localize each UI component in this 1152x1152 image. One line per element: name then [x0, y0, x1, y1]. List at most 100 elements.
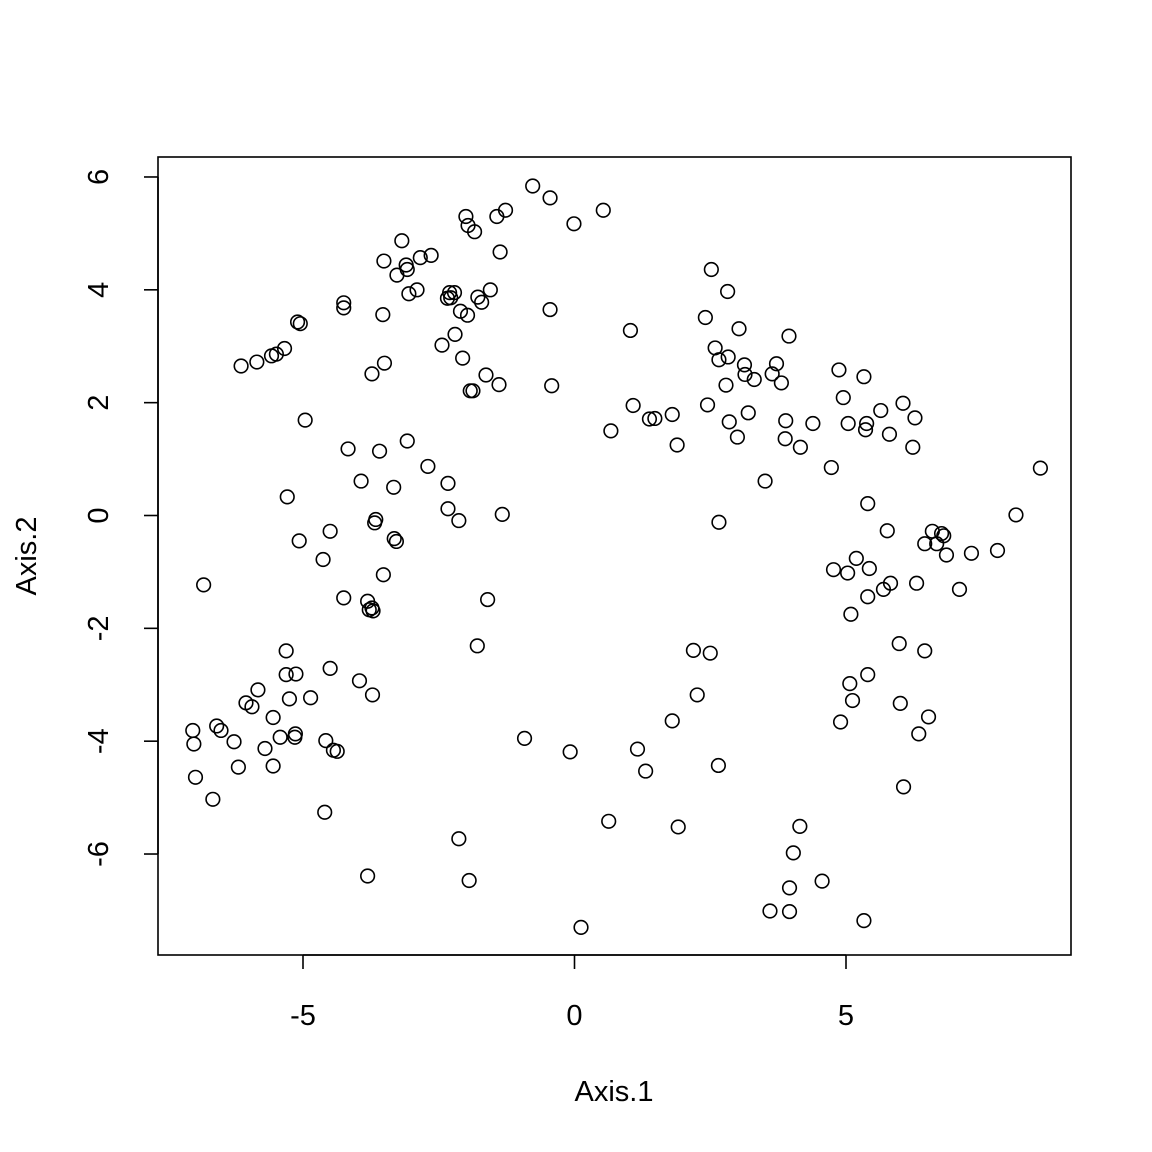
data-point — [364, 687, 381, 703]
data-point — [469, 638, 485, 654]
data-point — [297, 412, 313, 428]
data-point — [762, 903, 778, 919]
data-point — [525, 178, 541, 194]
data-point — [542, 301, 558, 318]
data-point — [669, 437, 685, 453]
data-point — [317, 804, 333, 820]
data-point — [480, 591, 496, 608]
data-point — [360, 868, 376, 884]
data-point — [233, 358, 249, 374]
data-point — [340, 441, 356, 457]
data-point — [250, 682, 266, 698]
data-point — [785, 845, 801, 861]
data-point — [329, 743, 345, 759]
data-point — [873, 402, 889, 419]
data-point — [875, 581, 892, 598]
data-point — [562, 744, 578, 760]
data-point — [461, 872, 477, 889]
data-point — [371, 443, 388, 459]
data-point — [459, 307, 476, 323]
x-tick-label: 0 — [566, 1000, 582, 1032]
data-point — [861, 560, 877, 577]
data-point — [917, 643, 933, 659]
data-point — [458, 208, 474, 225]
data-point — [622, 322, 639, 339]
data-point — [367, 515, 383, 531]
data-point — [729, 429, 746, 445]
data-point — [702, 645, 718, 661]
data-point — [777, 431, 793, 447]
data-point — [891, 635, 907, 652]
data-point — [697, 309, 713, 326]
data-point — [292, 316, 308, 332]
data-point — [279, 489, 295, 505]
data-point — [920, 709, 937, 725]
data-point — [699, 397, 716, 413]
data-point — [740, 405, 756, 421]
data-point — [434, 337, 450, 353]
data-point — [318, 733, 334, 749]
data-point — [929, 536, 945, 552]
data-point — [322, 523, 338, 539]
y-tick-label: 4 — [83, 282, 115, 298]
data-point — [879, 523, 895, 539]
data-point — [336, 300, 352, 316]
data-point — [452, 303, 469, 319]
data-point — [1008, 507, 1024, 523]
data-point — [409, 282, 425, 298]
data-point — [353, 473, 369, 489]
data-point — [911, 726, 927, 742]
data-point — [209, 718, 225, 734]
y-tick-label: -4 — [83, 728, 115, 754]
data-point — [881, 426, 898, 442]
data-point — [689, 687, 705, 703]
data-point — [857, 422, 874, 438]
data-point — [244, 699, 260, 715]
data-point — [641, 411, 658, 427]
data-point — [638, 763, 654, 779]
data-point — [187, 769, 204, 785]
y-tick-label: 2 — [83, 395, 115, 411]
data-point — [908, 575, 925, 591]
data-point — [186, 736, 202, 752]
data-points — [185, 178, 1048, 935]
data-point — [336, 590, 352, 606]
data-point — [842, 676, 858, 692]
data-point — [364, 366, 380, 382]
data-point — [440, 501, 456, 517]
y-axis: -6 -4 -2 0 2 4 6 — [83, 169, 159, 867]
data-point — [474, 294, 490, 310]
data-point — [482, 282, 498, 298]
data-point — [440, 475, 456, 491]
data-point — [322, 660, 338, 676]
data-point — [394, 233, 410, 249]
data-point — [263, 348, 280, 364]
data-point — [401, 286, 417, 302]
data-point — [376, 253, 392, 269]
data-point — [185, 722, 201, 739]
data-point — [907, 410, 923, 426]
data-point — [375, 567, 391, 583]
data-point — [287, 729, 303, 745]
data-point — [447, 326, 463, 342]
data-point — [289, 314, 306, 330]
data-point — [792, 439, 808, 455]
data-point — [336, 295, 352, 311]
data-point — [291, 533, 307, 549]
y-axis-title: Axis.2 — [11, 517, 43, 596]
data-point — [365, 603, 381, 619]
data-point — [814, 873, 830, 889]
data-point — [781, 880, 798, 896]
data-point — [951, 581, 968, 598]
data-point — [703, 261, 719, 278]
data-point — [443, 290, 459, 306]
data-point — [388, 533, 404, 550]
data-point — [351, 673, 368, 689]
data-point — [389, 267, 405, 283]
data-point — [720, 283, 736, 300]
data-point — [933, 525, 950, 542]
data-point — [249, 354, 265, 370]
data-point — [399, 433, 415, 449]
data-point — [257, 740, 273, 757]
data-point — [420, 458, 436, 475]
